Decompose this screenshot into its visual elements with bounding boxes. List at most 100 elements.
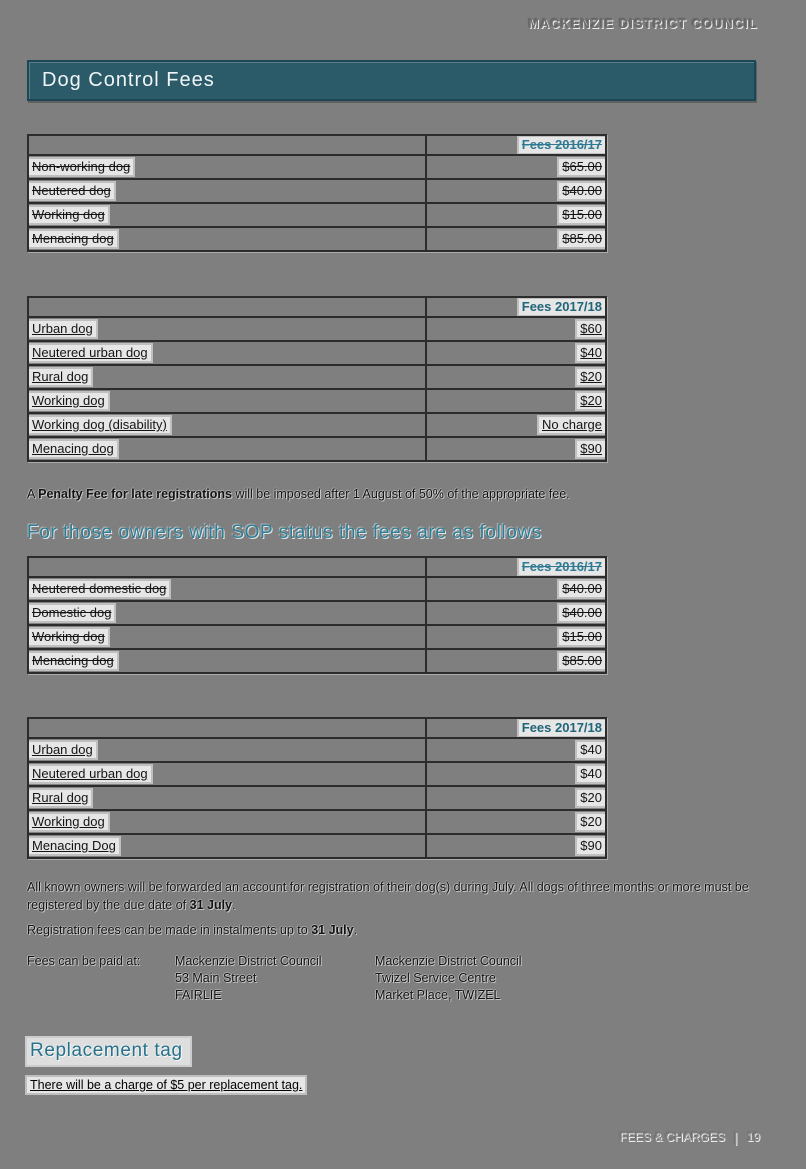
- fee-row-value: $20: [577, 814, 604, 830]
- fee-row-label-cell: Menacing dog: [27, 436, 427, 462]
- fee-row-label-cell: Neutered urban dog: [27, 340, 427, 366]
- payment-location-line: FAIRLIE: [175, 988, 222, 1002]
- payment-label: Fees can be paid at:: [27, 954, 141, 968]
- fee-row-label: Rural dog: [30, 369, 92, 385]
- sop-fee-table-wrap-2017-18: Fees 2017/18 Urban dog $40 Neutered urban d…: [27, 717, 607, 859]
- fee-row-value-cell: $40.00: [425, 600, 607, 626]
- payment-location-line: Twizel Service Centre: [375, 971, 496, 985]
- instalments-paragraph-bold: 31 July: [311, 923, 354, 937]
- replacement-tag-note-text: There will be a charge of $5 per replace…: [30, 1078, 303, 1092]
- fee-table-row: Menacing dog $85.00: [27, 648, 607, 674]
- fee-row-label-cell: Working dog: [27, 809, 427, 835]
- fee-row-value: $40: [577, 766, 604, 782]
- payment-location-twizel: Mackenzie District Council Twizel Servic…: [375, 953, 522, 1004]
- fee-row-value-cell: $40.00: [425, 178, 607, 204]
- fee-row-value-cell: $90: [425, 833, 607, 859]
- sop-fee-table-wrap-2016-17: Fees 2016/17 Neutered domestic dog $40.00 D…: [27, 556, 607, 674]
- fee-table-row: Menacing Dog $90: [27, 833, 607, 859]
- footer-separator: |: [734, 1129, 738, 1145]
- footer-page-number: 19: [746, 1130, 760, 1144]
- fee-row-value-cell: $65.00: [425, 154, 607, 180]
- fee-row-label-cell: Rural dog: [27, 785, 427, 811]
- fee-table-header-cell: Fees 2017/18: [425, 296, 607, 318]
- fee-row-value: $65.00: [559, 159, 604, 175]
- fee-table-header-empty-cell: [27, 556, 427, 578]
- fee-table-row: Working dog $20: [27, 388, 607, 414]
- fee-table-header-label: Fees 2016/17: [518, 559, 604, 575]
- instalments-paragraph: Registration fees can be made in instalm…: [27, 923, 357, 937]
- fee-row-value-cell: $90: [425, 436, 607, 462]
- fee-row-value: $20: [577, 369, 604, 385]
- registration-paragraph: All known owners will be forwarded an ac…: [27, 879, 779, 914]
- fee-row-label-cell: Neutered urban dog: [27, 761, 427, 787]
- fee-row-value: $40.00: [559, 605, 604, 621]
- fee-table-header-cell: Fees 2017/18: [425, 717, 607, 739]
- fee-table-row: Neutered domestic dog $40.00: [27, 576, 607, 602]
- registration-paragraph-bold: 31 July: [189, 897, 233, 912]
- replacement-tag-heading-text: Replacement tag: [30, 1040, 183, 1061]
- payment-location-fairlie: Mackenzie District Council 53 Main Stree…: [175, 953, 322, 1004]
- fee-row-label: Neutered dog: [30, 183, 114, 199]
- fee-table-wrap-2016-17: Fees 2016/17 Non-working dog $65.00 Neutere…: [27, 134, 607, 252]
- fee-table-header-label: Fees 2016/17: [518, 137, 604, 153]
- fee-table-dog-fees-2016-17: Fees 2016/17 Non-working dog $65.00 Neutere…: [27, 134, 607, 252]
- fee-row-label-cell: Domestic dog: [27, 600, 427, 626]
- fee-table-row: Working dog $20: [27, 809, 607, 835]
- payment-locations: Fees can be paid at: Mackenzie District …: [27, 953, 627, 1013]
- fee-row-value: $20: [577, 393, 604, 409]
- fee-row-value-cell: $15.00: [425, 624, 607, 650]
- fee-row-label: Non-working dog: [30, 159, 134, 175]
- fee-row-value-cell: $40: [425, 761, 607, 787]
- fee-table-header-row: Fees 2017/18: [27, 296, 607, 318]
- penalty-note: A Penalty Fee for late registrations wil…: [27, 487, 777, 501]
- fee-row-label-cell: Urban dog: [27, 316, 427, 342]
- council-name-header: MACKENZIE DISTRICT COUNCIL: [528, 17, 758, 31]
- fee-row-value-cell: $20: [425, 809, 607, 835]
- fee-row-value-cell: No charge: [425, 412, 607, 438]
- fee-table-header-label: Fees 2017/18: [518, 299, 604, 315]
- fee-table-row: Urban dog $40: [27, 737, 607, 763]
- fee-row-label: Neutered urban dog: [30, 345, 151, 361]
- instalments-paragraph-suffix: .: [353, 923, 358, 937]
- fee-table-row: Neutered dog $40.00: [27, 178, 607, 204]
- fee-row-label-cell: Menacing dog: [27, 226, 427, 252]
- fee-row-label-cell: Urban dog: [27, 737, 427, 763]
- fee-table-row: Urban dog $60: [27, 316, 607, 342]
- fee-table-row: Non-working dog $65.00: [27, 154, 607, 180]
- penalty-note-prefix: A: [27, 487, 39, 501]
- fee-table-row: Rural dog $20: [27, 785, 607, 811]
- payment-location-line: Mackenzie District Council: [175, 954, 322, 968]
- fee-row-label: Rural dog: [30, 790, 92, 806]
- fee-row-label: Neutered domestic dog: [30, 581, 170, 597]
- fee-row-label: Working dog: [30, 393, 108, 409]
- fee-row-label: Working dog: [30, 814, 108, 830]
- fee-row-value-cell: $60: [425, 316, 607, 342]
- fee-row-value-cell: $20: [425, 364, 607, 390]
- fee-row-value: $60: [577, 321, 604, 337]
- fee-table-header-row: Fees 2016/17: [27, 134, 607, 156]
- fee-row-value-cell: $40: [425, 340, 607, 366]
- fee-row-label: Menacing dog: [30, 653, 117, 669]
- fee-row-value: $20: [577, 790, 604, 806]
- fee-row-label: Domestic dog: [30, 605, 115, 621]
- fee-row-value-cell: $20: [425, 388, 607, 414]
- fee-table-header-label: Fees 2017/18: [518, 720, 604, 736]
- fee-table-header-row: Fees 2017/18: [27, 717, 607, 739]
- fee-row-label: Menacing dog: [30, 231, 117, 247]
- fee-row-label-cell: Rural dog: [27, 364, 427, 390]
- fee-row-label-cell: Non-working dog: [27, 154, 427, 180]
- fee-row-label-cell: Menacing Dog: [27, 833, 427, 859]
- footer-section-label: FEES & CHARGES: [619, 1130, 725, 1144]
- fee-row-value: $40: [577, 742, 604, 758]
- fee-row-value-cell: $40.00: [425, 576, 607, 602]
- sop-section-heading: For those owners with SOP status the fee…: [27, 522, 542, 543]
- fee-row-label: Working dog (disability): [30, 417, 170, 433]
- fee-table-header-empty-cell: [27, 717, 427, 739]
- fee-row-value: $85.00: [559, 653, 604, 669]
- fee-table-row: Neutered urban dog $40: [27, 340, 607, 366]
- fee-row-label: Neutered urban dog: [30, 766, 151, 782]
- fee-row-label: Working dog: [30, 629, 108, 645]
- fee-table-sop-fees-2017-18: Fees 2017/18 Urban dog $40 Neutered urban d…: [27, 717, 607, 859]
- payment-location-line: 53 Main Street: [175, 971, 257, 985]
